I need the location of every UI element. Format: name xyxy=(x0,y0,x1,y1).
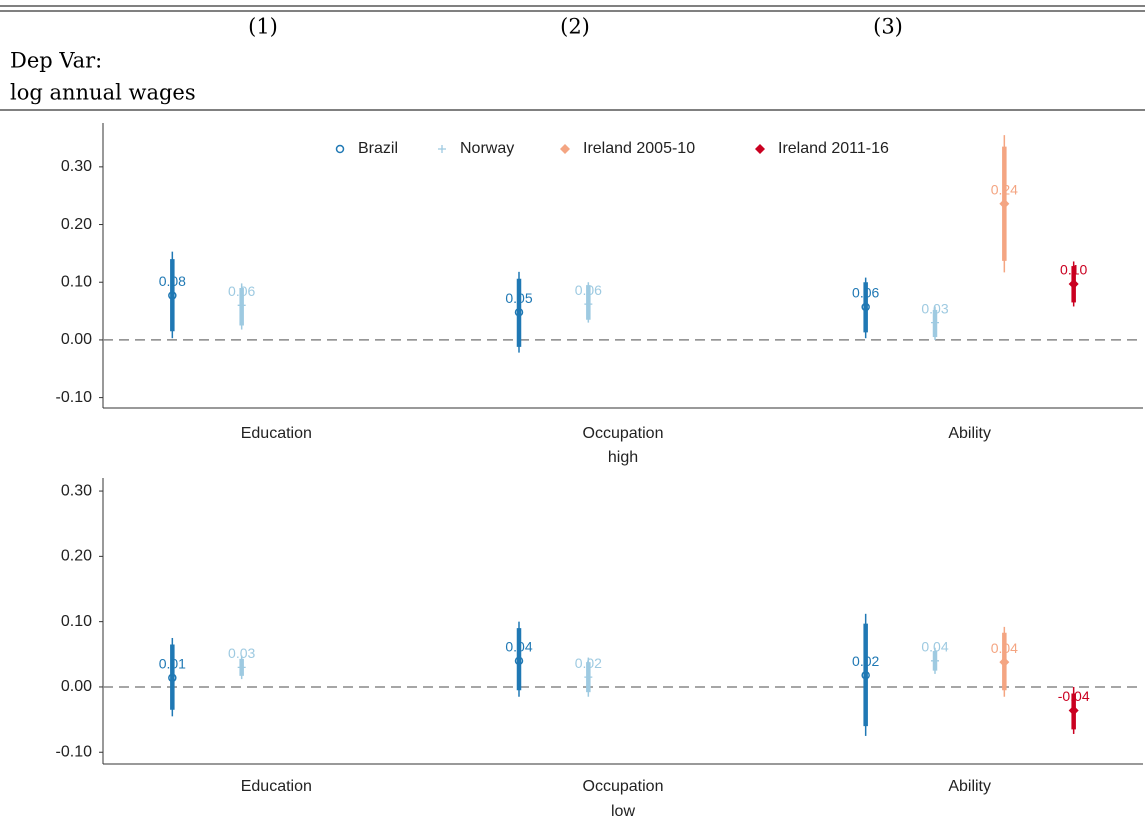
point xyxy=(584,673,593,682)
y-tick-label: 0.10 xyxy=(61,273,92,290)
value-label: 0.06 xyxy=(852,285,879,301)
dep-var-label: Dep Var: xyxy=(10,49,102,73)
point xyxy=(931,318,939,327)
point xyxy=(514,656,524,666)
point xyxy=(999,657,1010,668)
value-label: -0.04 xyxy=(1058,688,1090,704)
legend-marker xyxy=(335,144,345,154)
value-label: 0.01 xyxy=(159,656,186,672)
point xyxy=(1068,705,1079,716)
point xyxy=(1068,278,1079,289)
x-tick-label: Ability xyxy=(948,425,991,442)
value-label: 0.06 xyxy=(575,282,602,298)
value-label: 0.04 xyxy=(505,639,532,655)
x-tick-label: Education xyxy=(241,425,312,442)
value-label: 0.03 xyxy=(921,300,948,316)
column-header: (2) xyxy=(560,15,590,39)
value-label: 0.06 xyxy=(228,283,255,299)
y-tick-label: 0.20 xyxy=(61,216,92,233)
x-axis-label: high xyxy=(608,449,638,466)
y-tick-label: 0.30 xyxy=(61,482,92,499)
value-label: 0.08 xyxy=(159,273,186,289)
y-tick-label: 0.00 xyxy=(61,331,92,348)
column-header: (1) xyxy=(248,15,278,39)
value-label: 0.03 xyxy=(228,645,255,661)
value-label: 0.04 xyxy=(991,640,1018,656)
point xyxy=(237,301,246,310)
y-tick-label: 0.10 xyxy=(61,613,92,630)
point xyxy=(999,198,1010,209)
point xyxy=(931,656,939,665)
point xyxy=(168,673,177,683)
point xyxy=(584,300,593,309)
value-label: 0.05 xyxy=(505,290,532,306)
value-label: 0.10 xyxy=(1060,262,1087,278)
x-tick-label: Occupation xyxy=(583,425,664,442)
legend-marker xyxy=(438,145,446,153)
point xyxy=(861,302,870,312)
legend-marker xyxy=(560,144,570,154)
point xyxy=(861,670,870,680)
y-tick-label: 0.30 xyxy=(61,158,92,175)
legend-marker xyxy=(755,144,765,154)
legend-label: Brazil xyxy=(358,140,398,157)
x-tick-label: Ability xyxy=(948,778,991,795)
value-label: 0.02 xyxy=(852,653,879,669)
point xyxy=(237,663,246,672)
value-label: 0.24 xyxy=(991,181,1018,197)
y-tick-label: 0.00 xyxy=(61,678,92,695)
legend-label: Ireland 2005-10 xyxy=(583,140,695,157)
legend-label: Norway xyxy=(460,140,514,157)
x-tick-label: Occupation xyxy=(583,778,664,795)
column-header: (3) xyxy=(873,15,903,39)
y-tick-label: -0.10 xyxy=(56,743,93,760)
value-label: 0.04 xyxy=(921,639,948,655)
dep-var-label: log annual wages xyxy=(10,81,196,105)
legend-label: Ireland 2011-16 xyxy=(778,140,889,157)
x-tick-label: Education xyxy=(241,778,312,795)
y-tick-label: 0.20 xyxy=(61,548,92,565)
point xyxy=(168,291,177,300)
point xyxy=(514,307,524,317)
value-label: 0.02 xyxy=(575,655,602,671)
y-tick-label: -0.10 xyxy=(56,389,93,406)
x-axis-label: low xyxy=(611,803,635,820)
